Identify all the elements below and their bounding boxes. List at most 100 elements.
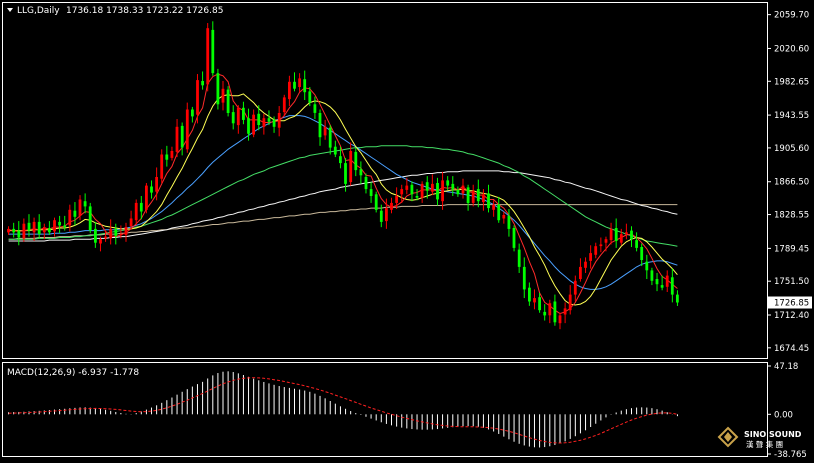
candle bbox=[53, 217, 56, 237]
ma20-line bbox=[8, 115, 678, 290]
ma10-line bbox=[8, 93, 678, 306]
candle-body bbox=[282, 97, 286, 113]
candle-body bbox=[670, 277, 674, 295]
candle bbox=[487, 184, 490, 213]
candle bbox=[410, 181, 414, 202]
candle bbox=[431, 174, 434, 196]
candle-body bbox=[134, 202, 138, 221]
candle-body bbox=[487, 193, 490, 209]
candle-body bbox=[476, 189, 480, 202]
candle-body bbox=[339, 156, 342, 164]
candle bbox=[395, 187, 398, 209]
candle bbox=[155, 167, 158, 201]
candle bbox=[139, 196, 143, 220]
candle bbox=[543, 304, 547, 321]
candle-body bbox=[160, 154, 164, 179]
candle-body bbox=[175, 126, 179, 152]
candle-body bbox=[262, 118, 266, 127]
price-tick-label: 1905.60 bbox=[774, 144, 809, 154]
candle-body bbox=[619, 234, 623, 243]
candle-body bbox=[364, 177, 368, 190]
sino-sound-logo: SINO SOUND 漢 聲 集 團 bbox=[717, 426, 802, 449]
candle bbox=[614, 218, 618, 248]
candlesticks bbox=[7, 21, 679, 330]
candle-body bbox=[482, 194, 485, 203]
candle-body bbox=[201, 81, 204, 86]
candle-body bbox=[645, 261, 649, 271]
candle bbox=[502, 211, 506, 224]
price-tick-label: 1789.45 bbox=[774, 244, 809, 254]
candle-body bbox=[236, 107, 240, 126]
candle-body bbox=[83, 201, 87, 207]
candle bbox=[420, 181, 424, 203]
candle-body bbox=[257, 113, 261, 125]
candle-body bbox=[129, 218, 133, 227]
candle-body bbox=[425, 182, 429, 191]
candle-body bbox=[400, 189, 404, 195]
candle-body bbox=[517, 249, 521, 267]
candle-body bbox=[68, 209, 72, 226]
candle bbox=[333, 140, 337, 158]
symbol-label: LLG,Daily bbox=[17, 6, 60, 16]
candle-body bbox=[63, 225, 67, 228]
candle-body bbox=[22, 223, 26, 239]
candle bbox=[492, 200, 495, 217]
candle bbox=[109, 219, 113, 245]
last-price-box bbox=[768, 296, 812, 309]
candle-body bbox=[604, 239, 608, 243]
candle bbox=[48, 221, 51, 235]
candle bbox=[242, 101, 245, 125]
main-panel-frame bbox=[2, 2, 768, 359]
candle bbox=[589, 245, 592, 269]
macd-label: MACD(12,26,9) -6.937 -1.778 bbox=[7, 368, 139, 378]
price-axis: 2059.70 2020.60 1982.65 1943.55 1905.60 1866.… bbox=[767, 11, 809, 354]
candle-body bbox=[584, 261, 587, 268]
candle-body bbox=[635, 240, 638, 248]
moving-averages bbox=[8, 73, 678, 315]
candle-body bbox=[456, 189, 460, 195]
candle-body bbox=[599, 244, 603, 247]
candle-body bbox=[109, 228, 113, 239]
candle bbox=[293, 72, 296, 92]
candle bbox=[216, 68, 220, 110]
candle bbox=[369, 182, 373, 203]
candle-body bbox=[507, 215, 511, 229]
candle bbox=[328, 125, 332, 155]
candle-body bbox=[630, 230, 633, 240]
candle bbox=[660, 275, 664, 291]
candle bbox=[303, 70, 307, 100]
candle bbox=[272, 116, 276, 133]
macd-panel-frame bbox=[2, 362, 768, 457]
candle-body bbox=[594, 246, 598, 255]
candle bbox=[257, 105, 261, 131]
candle-body bbox=[170, 151, 174, 158]
candle bbox=[466, 184, 470, 211]
candle bbox=[175, 119, 179, 158]
candle bbox=[441, 171, 444, 210]
candle bbox=[150, 180, 153, 199]
candle bbox=[609, 222, 613, 245]
candle bbox=[359, 161, 363, 184]
candle bbox=[221, 80, 225, 111]
candle-body bbox=[298, 78, 301, 87]
candle-body bbox=[553, 301, 557, 323]
candle bbox=[180, 122, 184, 156]
candle bbox=[288, 75, 291, 107]
candle bbox=[625, 223, 628, 240]
macd-tick-label: 47.18 bbox=[774, 362, 798, 372]
candle bbox=[58, 215, 61, 234]
candle bbox=[604, 236, 608, 252]
candle-body bbox=[625, 232, 628, 234]
candle-body bbox=[568, 294, 572, 311]
candle bbox=[405, 177, 409, 195]
candle bbox=[379, 204, 383, 228]
brand-name: SINO SOUND bbox=[744, 430, 802, 439]
dropdown-triangle-icon[interactable] bbox=[7, 8, 13, 12]
candle-body bbox=[252, 114, 255, 135]
candle-body bbox=[231, 112, 235, 124]
candle-body bbox=[369, 189, 373, 196]
candle-body bbox=[211, 29, 215, 74]
candle bbox=[584, 257, 587, 273]
candle-body bbox=[242, 107, 245, 120]
